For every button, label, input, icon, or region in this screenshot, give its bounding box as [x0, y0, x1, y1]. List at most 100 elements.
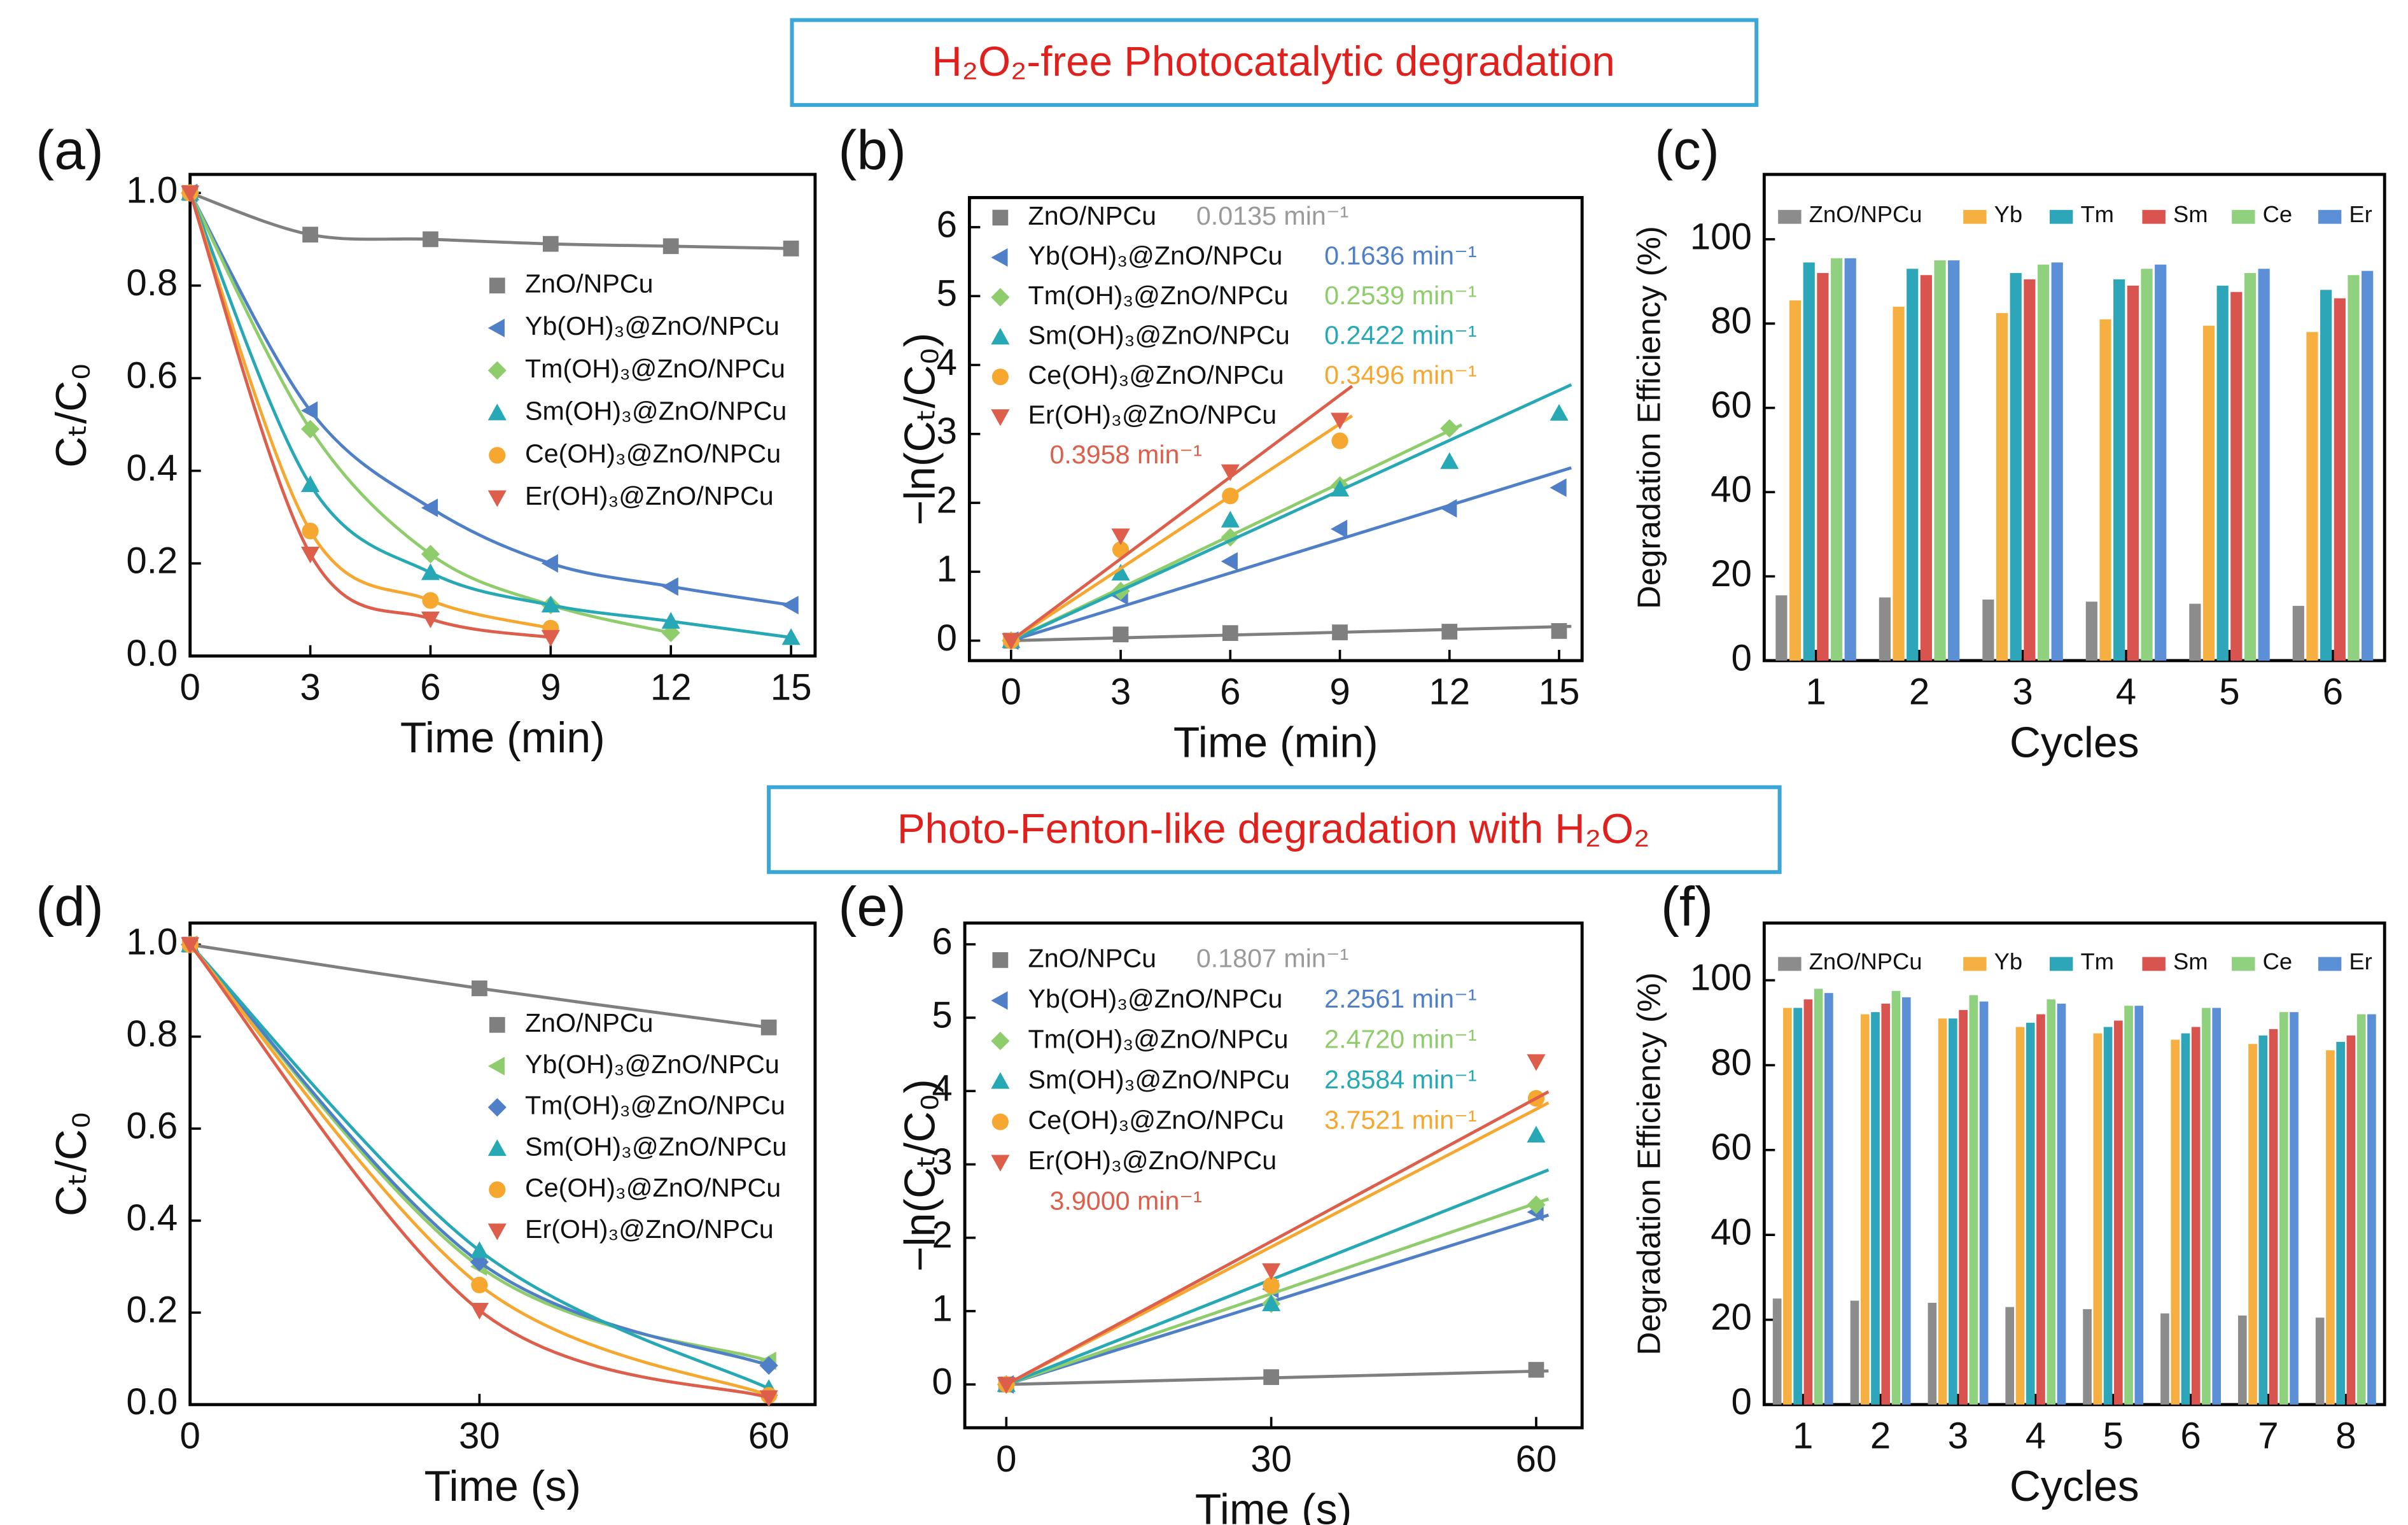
- legend-swatch: [2318, 957, 2342, 971]
- data-point: [661, 612, 680, 629]
- y-tick-label: 40: [1711, 469, 1752, 510]
- legend-marker: [991, 248, 1008, 267]
- bar: [2279, 1012, 2288, 1405]
- legend-label: Tm(OH)₃@ZnO/NPCu: [1028, 1024, 1289, 1053]
- bar: [2362, 271, 2374, 661]
- x-tick-label: 3: [1948, 1416, 1968, 1457]
- data-point: [422, 592, 439, 609]
- rate-label: 0.3958 min⁻¹: [1049, 440, 1201, 469]
- legend-swatch: [2318, 209, 2342, 224]
- data-point: [1551, 623, 1567, 639]
- data-point: [1441, 624, 1458, 640]
- bar: [2051, 262, 2063, 661]
- legend-marker: [489, 1181, 506, 1198]
- bar: [2057, 1003, 2066, 1405]
- rate-label: 3.7521 min⁻¹: [1324, 1105, 1476, 1134]
- legend-label: Ce(OH)₃@ZnO/NPCu: [1028, 360, 1284, 390]
- data-point: [302, 227, 318, 242]
- data-point: [759, 1356, 778, 1375]
- data-point: [1330, 519, 1348, 538]
- bar: [1907, 269, 1919, 661]
- legend-label: ZnO/NPCu: [1809, 948, 1922, 974]
- data-point: [302, 523, 319, 540]
- bar: [2181, 1033, 2190, 1405]
- y-axis-title: Degradation Efficiency (%): [1631, 973, 1667, 1356]
- data-point: [997, 1377, 1016, 1394]
- y-tick-label: 60: [1711, 384, 1752, 426]
- x-tick-label: 4: [2026, 1416, 2046, 1457]
- panel-label: (f): [1661, 875, 1713, 938]
- data-point: [1262, 1263, 1281, 1281]
- bar: [2124, 1006, 2133, 1405]
- x-tick-label: 3: [300, 666, 320, 708]
- data-point: [1111, 563, 1130, 581]
- legend-marker: [487, 404, 507, 421]
- legend-marker: [487, 1057, 505, 1076]
- x-tick-label: 3: [1110, 671, 1131, 713]
- data-point: [1550, 404, 1569, 421]
- y-tick-label: 1: [932, 1288, 952, 1329]
- legend-label: Er: [2349, 948, 2372, 974]
- fit-line: [1005, 1090, 1550, 1386]
- bar: [1817, 272, 1829, 661]
- rate-label: 0.3496 min⁻¹: [1324, 360, 1476, 390]
- bar: [2037, 264, 2050, 661]
- data-point: [760, 1019, 777, 1036]
- legend-label: Yb: [1994, 948, 2022, 974]
- bar: [1881, 1003, 1891, 1405]
- y-tick-label: 1: [937, 549, 957, 590]
- bar: [2036, 1014, 2045, 1405]
- bar: [1871, 1012, 1880, 1405]
- legend-swatch: [2049, 209, 2073, 224]
- fit-line: [1011, 466, 1572, 642]
- bar: [2099, 319, 2111, 661]
- bar: [1969, 995, 1978, 1405]
- y-tick-label: 0.2: [126, 1290, 178, 1331]
- x-tick-label: 6: [420, 666, 440, 708]
- legend-marker: [991, 1113, 1009, 1130]
- fit-curve: [188, 943, 770, 1390]
- legend-marker: [991, 1031, 1010, 1051]
- data-point: [1262, 1294, 1281, 1312]
- bar: [2212, 1008, 2221, 1405]
- rate-label: 0.0135 min⁻¹: [1196, 201, 1348, 230]
- data-point: [661, 577, 678, 596]
- y-tick-label: 0.8: [126, 262, 178, 304]
- legend-marker: [992, 209, 1009, 226]
- legend-marker: [487, 1139, 507, 1156]
- bar: [2160, 1313, 2169, 1405]
- bar: [2141, 269, 2153, 661]
- legend-label: Yb(OH)₃@ZnO/NPCu: [525, 311, 780, 341]
- legend-label: Ce: [2263, 948, 2292, 974]
- data-point: [1440, 452, 1459, 469]
- banner: Photo-Fenton-like degradation with H₂O₂: [897, 805, 1650, 852]
- bar: [2292, 605, 2304, 661]
- legend-label: ZnO/NPCu: [1028, 943, 1157, 973]
- bar: [2306, 332, 2318, 661]
- bar: [2127, 285, 2139, 661]
- data-point: [301, 401, 318, 420]
- data-point: [1527, 1195, 1546, 1214]
- bar: [2230, 292, 2243, 661]
- legend-label: Sm(OH)₃@ZnO/NPCu: [525, 1132, 787, 1161]
- bar: [2015, 1027, 2025, 1405]
- y-tick-label: 0: [937, 617, 957, 659]
- data-point: [470, 1241, 489, 1258]
- y-tick-label: 3: [932, 1141, 952, 1183]
- data-point: [1440, 419, 1459, 438]
- legend-marker: [991, 1155, 1010, 1172]
- x-tick-label: 30: [459, 1416, 500, 1457]
- data-point: [1263, 1277, 1280, 1294]
- data-point: [1221, 464, 1240, 481]
- legend-label: ZnO/NPCu: [1809, 201, 1922, 227]
- legend-marker: [489, 278, 505, 294]
- bar: [2202, 1008, 2211, 1405]
- bar: [1934, 260, 1946, 661]
- bar: [1844, 258, 1856, 661]
- legend-label: Ce: [2263, 201, 2292, 227]
- legend-label: Er(OH)₃@ZnO/NPCu: [1028, 1146, 1277, 1175]
- legend-swatch: [2049, 957, 2073, 971]
- banner: H₂O₂-free Photocatalytic degradation: [932, 38, 1614, 85]
- y-tick-label: 0.6: [126, 1106, 178, 1147]
